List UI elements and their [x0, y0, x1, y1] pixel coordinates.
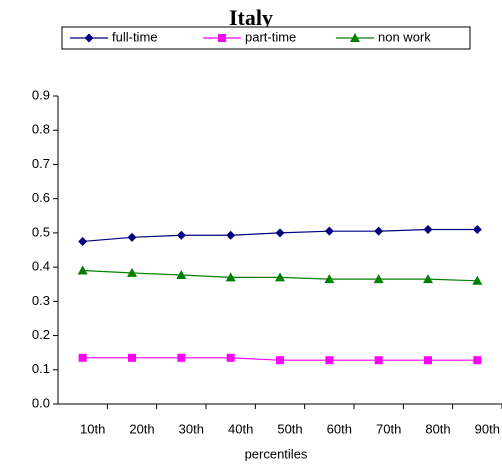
marker: [218, 34, 226, 42]
y-tick-label: 0.6: [32, 190, 50, 205]
marker: [177, 353, 186, 362]
marker: [374, 356, 383, 365]
marker: [373, 274, 384, 284]
y-tick-label: 0.1: [32, 361, 50, 376]
marker: [176, 230, 186, 240]
y-tick-label: 0.9: [32, 87, 50, 102]
y-tick-label: 0.4: [32, 259, 50, 274]
marker: [350, 33, 360, 42]
chart-title: Italy: [229, 5, 273, 30]
marker: [324, 226, 334, 236]
marker: [226, 353, 235, 362]
y-tick-label: 0.5: [32, 224, 50, 239]
x-tick-label: 90th: [475, 421, 500, 436]
legend-label: non work: [378, 29, 431, 44]
x-tick-label: 80th: [425, 421, 450, 436]
marker: [423, 274, 433, 284]
x-tick-label: 50th: [277, 421, 302, 436]
y-tick-label: 0.0: [32, 395, 50, 410]
x-tick-label: 20th: [129, 421, 154, 436]
marker: [225, 272, 236, 282]
marker: [78, 353, 87, 362]
marker: [275, 228, 285, 238]
marker: [276, 356, 284, 365]
marker: [128, 353, 136, 362]
marker: [472, 275, 483, 285]
marker: [374, 226, 384, 236]
marker: [324, 274, 335, 284]
legend-label: part-time: [245, 29, 296, 44]
x-tick-label: 30th: [179, 421, 204, 436]
marker: [275, 272, 285, 282]
marker: [77, 265, 88, 275]
marker: [84, 33, 94, 43]
x-tick-label: 60th: [327, 421, 352, 436]
y-tick-label: 0.8: [32, 122, 50, 137]
marker: [473, 356, 482, 365]
x-tick-label: 40th: [228, 421, 253, 436]
x-tick-label: 10th: [80, 421, 105, 436]
legend-box: [61, 26, 471, 50]
marker: [226, 230, 236, 240]
y-tick-label: 0.2: [32, 327, 50, 342]
marker: [127, 267, 137, 277]
y-tick-label: 0.3: [32, 293, 50, 308]
x-axis-label: percentiles: [245, 446, 308, 461]
marker: [472, 224, 482, 234]
marker: [424, 356, 432, 365]
x-tick-label: 70th: [376, 421, 401, 436]
marker: [127, 232, 137, 242]
marker: [423, 224, 433, 234]
marker: [325, 356, 334, 365]
marker: [78, 236, 88, 246]
y-tick-label: 0.7: [32, 156, 50, 171]
marker: [176, 269, 187, 279]
legend-label: full-time: [112, 29, 158, 44]
